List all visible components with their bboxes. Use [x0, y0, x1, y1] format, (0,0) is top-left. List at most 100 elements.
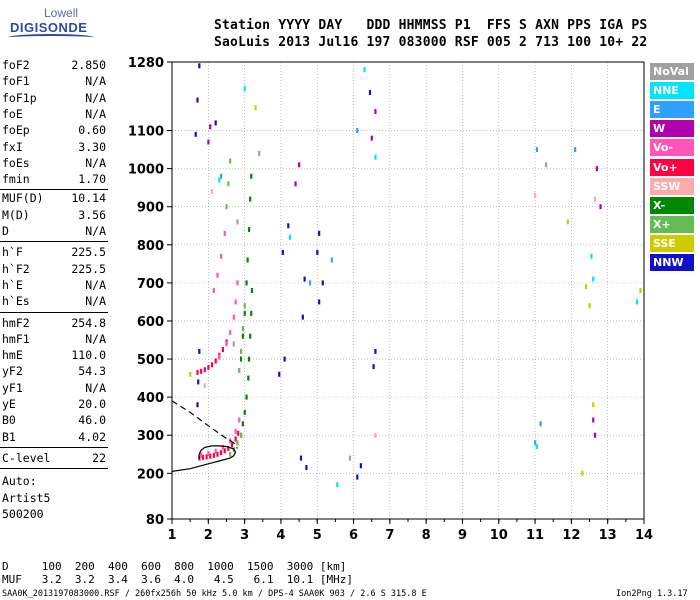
param-separator — [0, 468, 108, 470]
c-level-value: 22 — [92, 450, 106, 465]
legend-item-nne: NNE — [650, 82, 694, 100]
echo-point-vo- — [229, 329, 232, 335]
param-row: foF2 2.850 — [2, 58, 106, 74]
param-row: h`E N/A — [2, 278, 106, 294]
echo-point-vo- — [227, 446, 230, 452]
y-tick-label: 1100 — [128, 125, 164, 140]
param-name: yE — [2, 397, 16, 411]
chart-curves — [171, 400, 238, 472]
echo-point-x- — [250, 173, 253, 179]
chart-axes: 1 2 3 4 5 6 7 8 9 10 11 12 13 14802003004005006007008… — [128, 56, 653, 543]
echo-point-vo- — [216, 272, 219, 278]
param-name: hmF1 — [2, 331, 30, 346]
footer-d-row: D 100 200 400 600 800 1000 1500 3000 [km… — [2, 560, 347, 573]
echo-point-x- — [239, 348, 243, 354]
param-row: B1 4.02 — [2, 430, 106, 446]
echo-point-nne — [363, 67, 366, 73]
legend-item-vo-: Vo+ — [650, 158, 694, 176]
echo-point-nne — [590, 253, 593, 259]
echo-point-vo- — [196, 369, 199, 375]
y-tick-label: 600 — [137, 315, 164, 330]
y-tick-label: 200 — [137, 467, 164, 482]
profile-dashed-curve — [171, 400, 238, 449]
echo-point-nnw — [197, 379, 200, 385]
echo-point-vo- — [234, 436, 237, 442]
echo-point-ssw — [534, 192, 537, 198]
echo-point-w — [209, 124, 212, 130]
echo-point-noval — [544, 162, 548, 168]
echo-point-x- — [247, 375, 250, 381]
echo-point-w — [298, 162, 301, 168]
echo-point-x- — [241, 333, 244, 339]
echo-point-x- — [245, 394, 248, 400]
echo-point-x- — [225, 204, 228, 210]
echo-point-vo- — [220, 450, 223, 456]
param-name: h`Es — [2, 294, 30, 309]
echo-point-nne — [336, 482, 339, 488]
y-tick-label: 900 — [137, 201, 164, 216]
param-name: D — [2, 224, 9, 238]
echo-point-nnw — [194, 131, 197, 137]
legend-item-x-: X- — [650, 196, 694, 214]
echo-point-nnw — [283, 356, 286, 362]
echo-point-x- — [239, 356, 243, 362]
echo-point-vo- — [212, 288, 215, 293]
echo-point-x- — [229, 451, 232, 457]
echo-point-vo- — [216, 451, 219, 457]
param-row: foF1p N/A — [2, 91, 106, 107]
echo-point-nne — [243, 86, 246, 92]
param-separator — [0, 189, 108, 191]
y-tick-label: 1280 — [128, 56, 164, 71]
echo-point-w — [370, 135, 373, 141]
x-tick-label: 1 — [167, 528, 176, 543]
legend-item-nnw: NNW — [650, 254, 694, 271]
x-tick-label: 14 — [635, 528, 653, 543]
param-name: fmin — [2, 172, 30, 187]
echo-point-nnw — [299, 455, 303, 461]
param-separator — [0, 311, 108, 313]
echo-point-sse — [639, 288, 642, 293]
echo-point-nnw — [318, 299, 321, 305]
y-tick-label: 700 — [137, 277, 164, 292]
echo-point-ssw — [210, 188, 214, 194]
x-tick-label: 6 — [349, 528, 358, 543]
param-value: 225.5 — [71, 261, 106, 276]
param-value: 254.8 — [71, 315, 106, 330]
echo-point-nnw — [374, 348, 377, 354]
echo-point-nnw — [372, 364, 375, 370]
param-row: foE N/A — [2, 107, 106, 123]
param-row: yF2 54.3 — [2, 364, 106, 380]
chart-points — [189, 63, 642, 488]
echo-point-x- — [243, 310, 246, 316]
echo-point-nnw — [287, 223, 290, 229]
param-value: N/A — [85, 380, 106, 395]
echo-point-nnw — [196, 97, 199, 103]
echo-point-nnw — [303, 276, 306, 282]
echo-point-vo- — [232, 314, 235, 320]
x-tick-label: 9 — [458, 528, 467, 543]
echo-point-x- — [239, 432, 243, 438]
echo-point-nnw — [198, 63, 201, 69]
echo-point-vo- — [234, 428, 237, 434]
echo-point-x- — [250, 288, 254, 293]
echo-point-noval — [236, 219, 239, 225]
echo-point-sse — [584, 284, 588, 290]
param-name: h`F2 — [2, 261, 30, 276]
echo-point-sse — [254, 105, 257, 111]
echo-point-vo- — [200, 368, 203, 374]
c-level-row: C-level 22 — [2, 451, 106, 467]
echo-point-nne — [592, 276, 595, 282]
echo-point-w — [207, 139, 210, 145]
echo-point-x- — [229, 158, 232, 164]
param-value: 54.3 — [78, 364, 106, 379]
echo-point-w — [374, 109, 377, 115]
echo-point-nnw — [356, 474, 359, 480]
echo-point-e — [534, 440, 537, 446]
param-name: h`E — [2, 277, 23, 292]
param-value: 46.0 — [78, 413, 106, 428]
param-name: hmE — [2, 348, 23, 363]
param-value: N/A — [85, 155, 106, 170]
echo-point-vo- — [230, 442, 234, 448]
param-name: MUF(D) — [2, 191, 44, 206]
param-name: h`F — [2, 245, 23, 260]
